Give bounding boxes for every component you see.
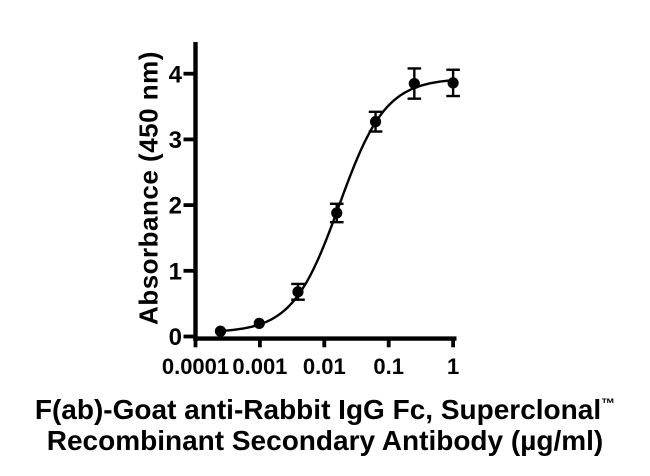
x-axis-title-line1-text: F(ab)-Goat anti-Rabbit IgG Fc, Superclon… — [34, 394, 602, 425]
x-tick-label: 0.001 — [232, 354, 287, 379]
y-tick-label: 2 — [169, 193, 182, 220]
data-point — [447, 77, 459, 89]
data-point — [408, 77, 420, 90]
x-tick-label: 0.1 — [373, 354, 404, 379]
data-point — [331, 207, 343, 219]
x-tick-label: 0.01 — [303, 354, 346, 379]
x-tick-label: 1 — [447, 354, 459, 379]
y-axis-label: Absorbance (450 nm) — [133, 51, 164, 325]
trademark-symbol: ™ — [601, 395, 616, 411]
data-point — [214, 325, 227, 337]
y-tick-label: 3 — [169, 127, 182, 154]
data-point — [292, 286, 304, 298]
y-tick-label: 4 — [169, 61, 183, 88]
x-axis-title-line2: Recombinant Secondary Antibody (µg/ml) — [46, 425, 604, 456]
y-tick-label: 0 — [169, 324, 182, 351]
x-tick-label: 0.0001 — [162, 354, 229, 379]
data-point — [369, 116, 382, 128]
x-axis-title-line1: F(ab)-Goat anti-Rabbit IgG Fc, Superclon… — [0, 388, 650, 425]
x-axis-title: F(ab)-Goat anti-Rabbit IgG Fc, Superclon… — [0, 388, 650, 456]
data-point — [253, 317, 265, 329]
y-tick-label: 1 — [169, 258, 182, 285]
